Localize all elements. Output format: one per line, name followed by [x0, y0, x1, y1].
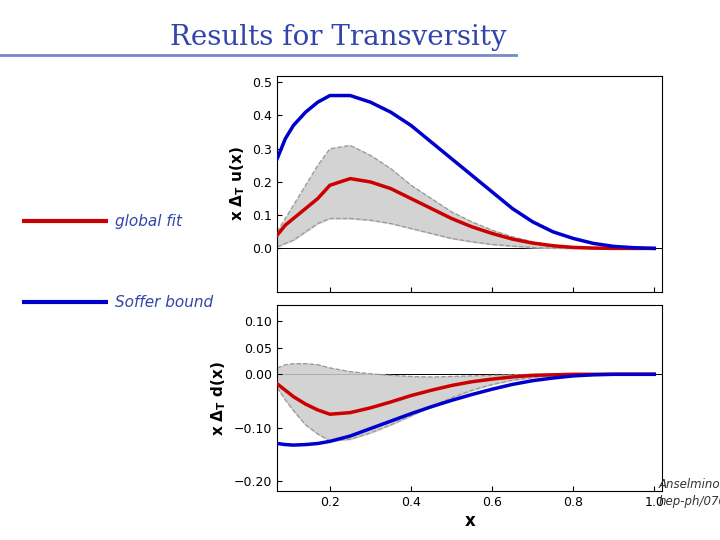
Y-axis label: $\mathbf{x\ \Delta_T\ u(x)}$: $\mathbf{x\ \Delta_T\ u(x)}$ [228, 146, 247, 221]
Text: hep-ph/0701006: hep-ph/0701006 [659, 495, 720, 508]
Text: Results for Transversity: Results for Transversity [170, 24, 507, 51]
X-axis label: $\mathbf{x}$: $\mathbf{x}$ [464, 512, 476, 530]
Text: global fit: global fit [115, 214, 182, 229]
Text: Soffer bound: Soffer bound [115, 295, 213, 310]
Y-axis label: $\mathbf{x\ \Delta_T\ d(x)}$: $\mathbf{x\ \Delta_T\ d(x)}$ [210, 361, 228, 436]
Text: Anselmino et al.: Anselmino et al. [659, 478, 720, 491]
